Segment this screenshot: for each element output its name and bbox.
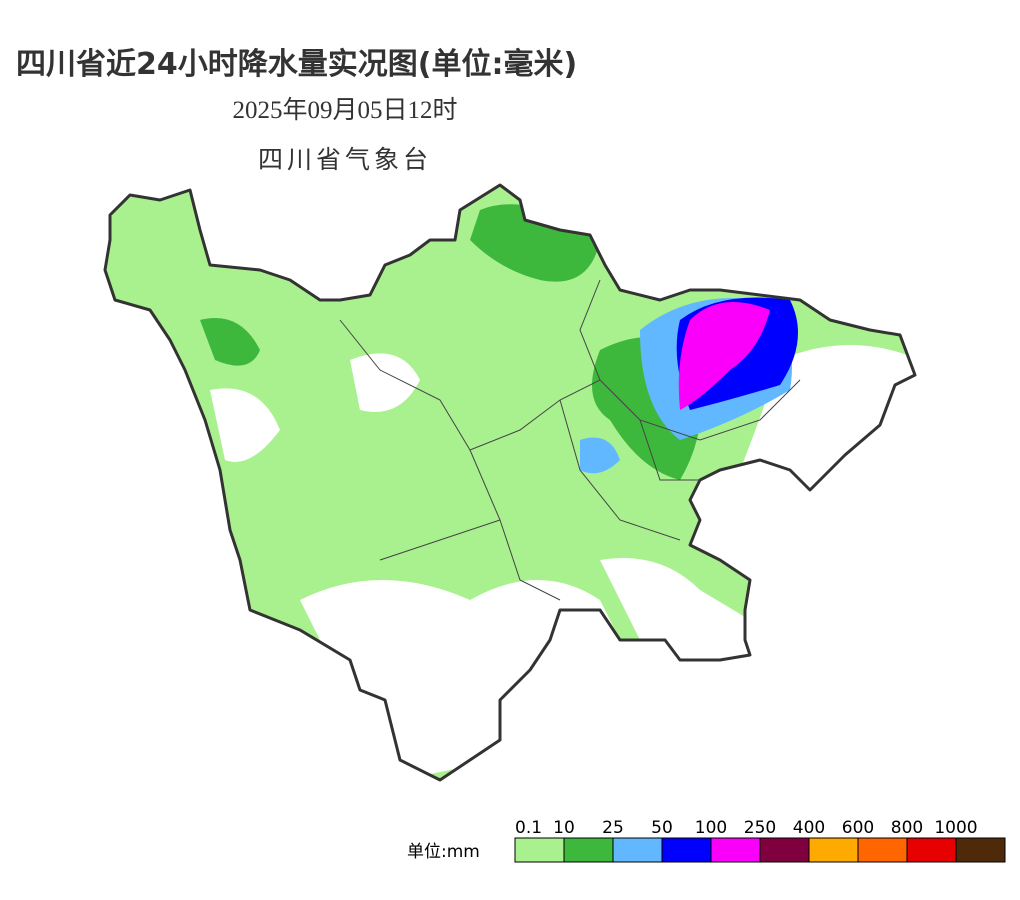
legend-swatch bbox=[514, 837, 565, 863]
legend-swatch bbox=[710, 837, 761, 863]
legend-swatch bbox=[857, 837, 908, 863]
province-border bbox=[103, 183, 917, 782]
legend-unit: 单位:mm bbox=[407, 842, 480, 862]
legend-label: 50 bbox=[651, 818, 673, 838]
precip-map bbox=[105, 185, 915, 780]
legend-label: 800 bbox=[891, 818, 923, 838]
legend-swatch bbox=[808, 837, 859, 863]
legend: 0.1 10 25 50 100 250 400 600 800 1000 bbox=[514, 818, 1006, 863]
legend-swatch bbox=[759, 837, 810, 863]
legend-swatch bbox=[661, 837, 712, 863]
date: 2025年09月05日12时 bbox=[232, 96, 457, 124]
legend-label: 10 bbox=[553, 818, 575, 838]
legend-swatch bbox=[563, 837, 614, 863]
title: 四川省近24小时降水量实况图(单位:毫米) bbox=[16, 47, 577, 82]
legend-swatch bbox=[955, 837, 1006, 863]
legend-label: 1000 bbox=[934, 818, 977, 838]
legend-swatch bbox=[612, 837, 663, 863]
legend-label: 250 bbox=[744, 818, 776, 838]
city-borders bbox=[339, 279, 801, 601]
legend-label: 600 bbox=[842, 818, 874, 838]
legend-label: 0.1 bbox=[515, 818, 542, 838]
legend-label: 100 bbox=[695, 818, 727, 838]
legend-label: 25 bbox=[602, 818, 624, 838]
legend-swatch bbox=[906, 837, 957, 863]
agency: 四川省气象台 bbox=[258, 146, 432, 174]
legend-label: 400 bbox=[793, 818, 825, 838]
